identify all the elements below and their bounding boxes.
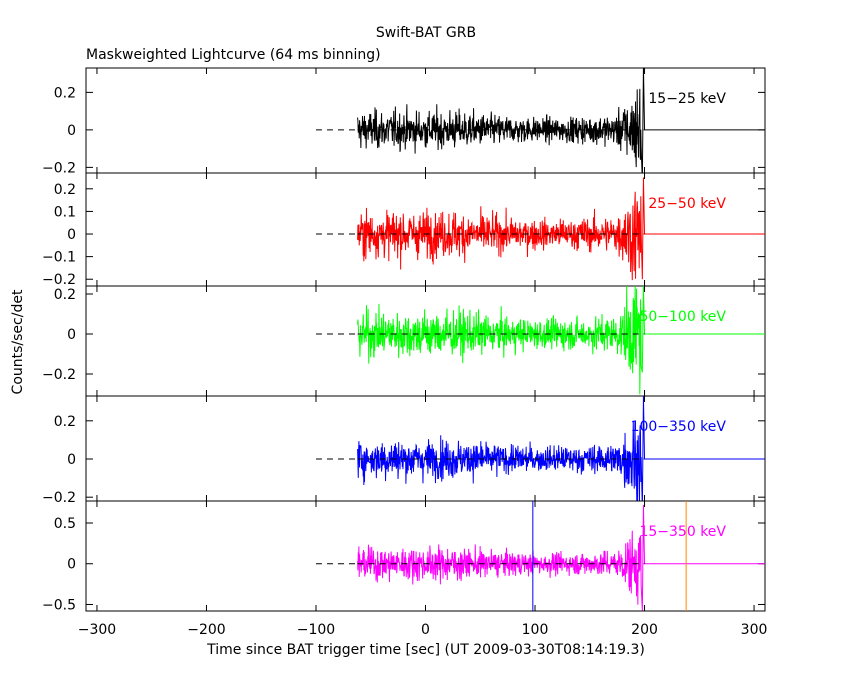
y-tick-label: 0.2	[54, 414, 76, 430]
panel-frame	[85, 67, 766, 174]
panel-frame	[85, 500, 766, 612]
lightcurve-series	[357, 177, 646, 281]
energy-band-label: 15−25 keV	[648, 91, 726, 107]
y-tick-label: 0	[67, 327, 76, 343]
y-tick-label: −0.5	[42, 597, 76, 613]
y-tick-label: 0	[67, 123, 76, 139]
energy-band-label: 100−350 keV	[631, 419, 727, 435]
y-tick-label: −0.2	[42, 160, 76, 176]
panel-data	[315, 68, 765, 173]
y-tick-label: −0.1	[42, 250, 76, 266]
panel-3: −0.2 0 0.2 50−100 keV	[42, 285, 766, 397]
panels-group: −0.2 0 0.2 15−25 keV −0.2 −0.1 0 0.1 0.2 25−50 ke…	[42, 67, 766, 613]
panel-data	[315, 396, 765, 501]
y-axis-label: Counts/sec/det	[10, 289, 26, 394]
x-tick-label: 300	[741, 622, 768, 638]
x-tick-label: 200	[631, 622, 658, 638]
x-tick-label: 100	[522, 622, 549, 638]
lightcurve-series	[357, 505, 646, 611]
y-tick-label: 0.2	[54, 287, 76, 303]
chart-subtitle: Maskweighted Lightcurve (64 ms binning)	[86, 47, 381, 63]
y-tick-label: −0.2	[42, 367, 76, 383]
panel-frame	[85, 395, 766, 502]
lightcurve-series	[357, 396, 646, 501]
y-tick-label: 0.2	[54, 182, 76, 198]
panel-data	[315, 286, 765, 395]
panel-1: −0.2 0 0.2 15−25 keV	[42, 67, 766, 176]
y-tick-label: 0.2	[54, 85, 76, 101]
panel-4: −0.2 0 0.2 100−350 keV	[42, 395, 766, 506]
panel-data	[315, 177, 765, 281]
y-tick-label: 0	[67, 227, 76, 243]
x-tick-label: 0	[421, 622, 430, 638]
y-tick-label: 0.1	[54, 204, 76, 220]
y-tick-label: 0.5	[54, 516, 76, 532]
y-tick-label: −0.2	[42, 272, 76, 288]
energy-band-label: 15−350 keV	[639, 524, 726, 540]
x-axis-label: Time since BAT trigger time [sec] (UT 20…	[206, 642, 645, 658]
x-tick-label: −100	[297, 622, 335, 638]
x-tick-label: −300	[78, 622, 116, 638]
panel-2: −0.2 −0.1 0 0.1 0.2 25−50 keV	[42, 172, 766, 288]
panel-data	[315, 501, 765, 611]
lightcurve-series	[357, 286, 646, 395]
x-axis: −300 −200 −100 0 100 200 300	[78, 622, 768, 638]
energy-band-label: 25−50 keV	[648, 196, 726, 212]
y-tick-label: 0	[67, 452, 76, 468]
energy-band-label: 50−100 keV	[639, 309, 726, 325]
lightcurve-series	[357, 68, 646, 173]
panel-5: −0.5 0 0.5 15−350 keV	[42, 500, 766, 613]
panel-frame	[85, 285, 766, 397]
chart-title: Swift-BAT GRB	[376, 25, 476, 41]
y-tick-label: 0	[67, 557, 76, 573]
y-tick-label: −0.2	[42, 490, 76, 506]
x-tick-label: −200	[187, 622, 225, 638]
